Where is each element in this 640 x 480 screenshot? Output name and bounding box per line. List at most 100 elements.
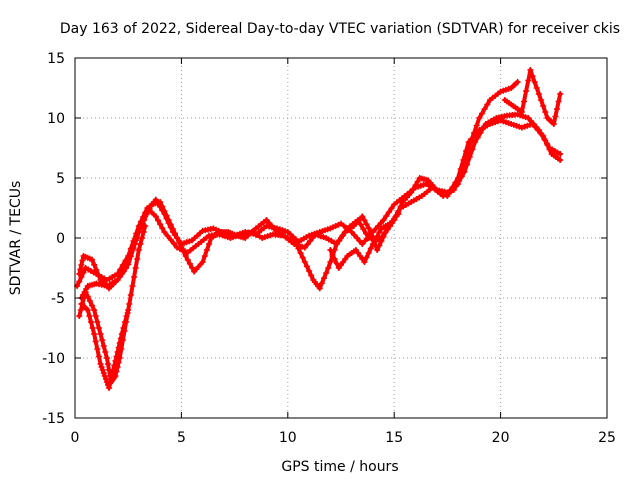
data-point-marker bbox=[365, 250, 372, 256]
data-point-marker bbox=[538, 97, 545, 103]
ticks bbox=[74, 57, 608, 419]
data-point-marker bbox=[186, 260, 193, 267]
data-point-marker bbox=[542, 137, 549, 144]
data-point-marker bbox=[309, 234, 316, 241]
data-point-marker bbox=[95, 353, 102, 360]
data-point-marker bbox=[331, 256, 338, 262]
x-tick-label: 0 bbox=[71, 430, 80, 446]
data-point-marker bbox=[369, 241, 376, 247]
data-point-marker bbox=[76, 278, 83, 285]
data-point-marker bbox=[107, 380, 114, 387]
data-point-marker bbox=[447, 188, 454, 195]
y-tick-label: 15 bbox=[47, 51, 65, 67]
data-point-marker bbox=[329, 251, 336, 258]
data-point-marker bbox=[125, 259, 132, 265]
data-point-marker bbox=[95, 325, 102, 331]
data-point-marker bbox=[376, 242, 383, 249]
x-tick-label: 10 bbox=[279, 430, 297, 446]
data-point-marker bbox=[472, 139, 479, 145]
data-point-marker bbox=[304, 241, 311, 248]
data-point-marker bbox=[297, 250, 304, 256]
data-point-marker bbox=[161, 229, 168, 235]
data-point-marker bbox=[167, 236, 174, 243]
data-point-marker bbox=[146, 205, 153, 212]
data-point-marker bbox=[540, 133, 547, 139]
data-point-marker bbox=[129, 283, 136, 289]
data-point-marker bbox=[306, 268, 313, 274]
data-point-marker bbox=[540, 103, 547, 109]
data-point-marker bbox=[533, 85, 540, 91]
data-point-marker bbox=[86, 298, 93, 304]
data-point-marker bbox=[408, 189, 415, 196]
data-point-marker bbox=[129, 247, 136, 253]
series-track-7 bbox=[327, 211, 402, 271]
data-point-marker bbox=[357, 221, 364, 228]
data-point-marker bbox=[363, 221, 370, 228]
data-point-marker bbox=[94, 346, 101, 352]
data-point-marker bbox=[92, 338, 99, 345]
tick-labels: 0 5 10 15 20 25 -15 -10 -5 0 5 10 15 bbox=[42, 51, 616, 446]
y-axis-label: SDTVAR / TECUs bbox=[8, 181, 24, 296]
data-point-marker bbox=[380, 233, 387, 240]
data-point-marker bbox=[307, 238, 314, 244]
series-line bbox=[75, 112, 563, 288]
data-point-marker bbox=[555, 98, 562, 105]
data-point-marker bbox=[385, 209, 392, 216]
data-point-marker bbox=[103, 355, 110, 361]
data-point-marker bbox=[206, 241, 213, 247]
data-point-marker bbox=[170, 240, 177, 247]
data-point-marker bbox=[119, 262, 126, 268]
data-point-marker bbox=[359, 213, 366, 220]
data-point-marker bbox=[412, 182, 419, 189]
data-point-marker bbox=[137, 241, 144, 247]
data-point-marker bbox=[133, 235, 140, 241]
data-point-marker bbox=[91, 261, 98, 268]
data-point-marker bbox=[395, 211, 402, 217]
data-point-marker bbox=[91, 331, 98, 337]
x-tick-label: 25 bbox=[598, 430, 616, 446]
y-tick-label: -5 bbox=[51, 291, 65, 307]
data-point-marker bbox=[557, 151, 564, 157]
data-point-marker bbox=[79, 257, 86, 264]
data-point-marker bbox=[152, 213, 159, 220]
data-point-marker bbox=[469, 146, 476, 153]
data-point-marker bbox=[378, 238, 385, 244]
data-point-marker bbox=[140, 217, 147, 223]
data-point-marker bbox=[114, 349, 121, 355]
data-point-marker bbox=[363, 254, 370, 261]
data-point-marker bbox=[201, 253, 208, 259]
data-point-marker bbox=[523, 88, 530, 94]
data-point-marker bbox=[167, 221, 174, 228]
data-point-marker bbox=[82, 289, 89, 295]
data-point-marker bbox=[89, 256, 96, 263]
data-point-marker bbox=[157, 199, 164, 205]
data-point-marker bbox=[299, 254, 306, 261]
data-point-marker bbox=[159, 225, 166, 232]
data-point-marker bbox=[97, 361, 104, 367]
data-point-marker bbox=[99, 367, 106, 373]
data-point-marker bbox=[318, 280, 325, 287]
data-point-marker bbox=[123, 265, 130, 271]
data-point-marker bbox=[80, 269, 87, 276]
data-point-marker bbox=[383, 213, 390, 220]
data-point-marker bbox=[86, 313, 93, 319]
data-point-marker bbox=[109, 371, 116, 378]
data-point-marker bbox=[463, 148, 470, 154]
data-point-marker bbox=[546, 146, 553, 153]
data-point-marker bbox=[529, 73, 536, 79]
series-line bbox=[79, 118, 563, 300]
data-point-marker bbox=[84, 307, 91, 313]
data-point-marker bbox=[110, 367, 117, 373]
data-point-marker bbox=[518, 109, 525, 115]
series-track-3 bbox=[78, 117, 564, 301]
data-point-marker bbox=[100, 343, 107, 349]
data-point-marker bbox=[103, 379, 110, 385]
data-point-marker bbox=[94, 319, 101, 325]
data-point-marker bbox=[134, 256, 141, 262]
data-point-marker bbox=[174, 235, 181, 241]
data-point-marker bbox=[125, 307, 132, 313]
data-point-marker bbox=[111, 362, 118, 369]
data-point-marker bbox=[127, 253, 134, 259]
data-point-marker bbox=[106, 385, 113, 391]
data-point-marker bbox=[100, 370, 107, 376]
